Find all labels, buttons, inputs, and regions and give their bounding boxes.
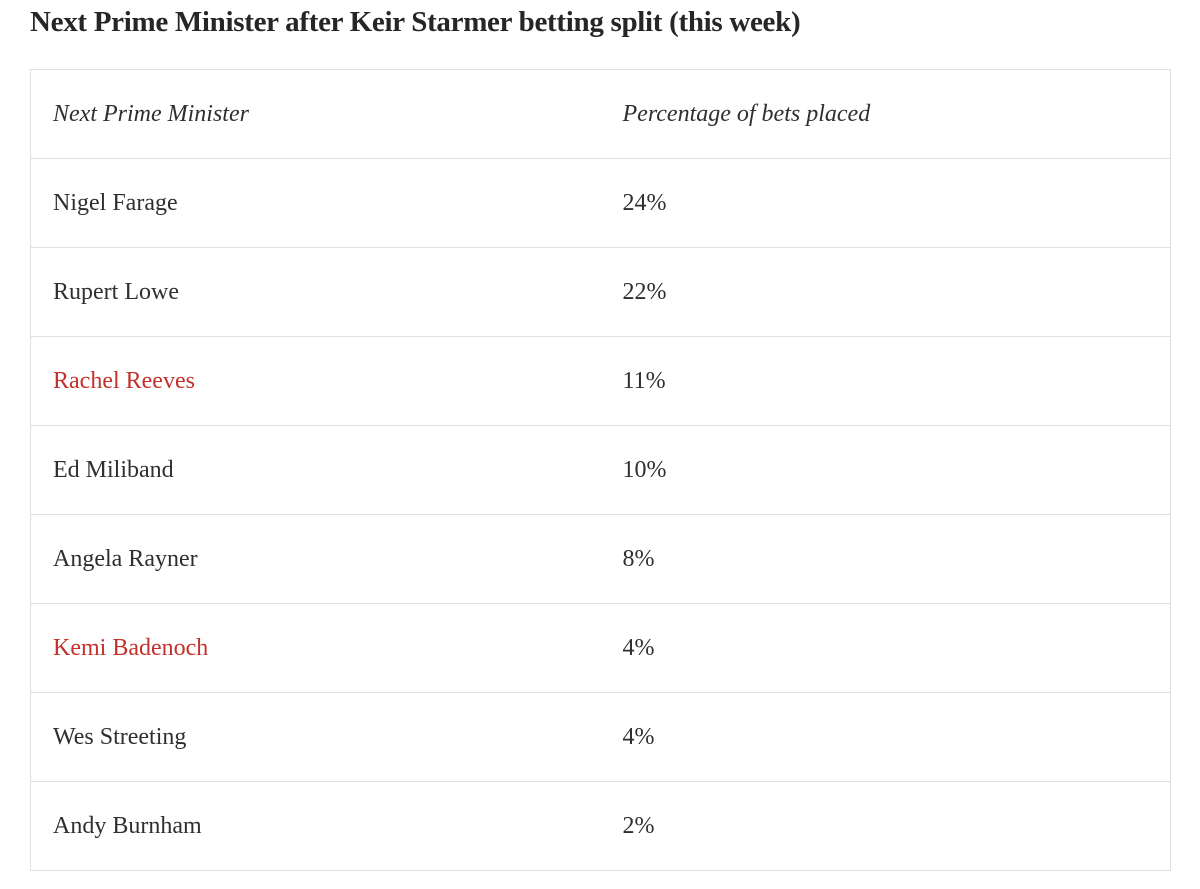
candidate-name-cell: Nigel Farage <box>30 158 601 249</box>
candidate-name-cell: Rupert Lowe <box>30 247 601 338</box>
candidate-name-cell: Wes Streeting <box>30 692 601 783</box>
table-row: Ed Miliband 10% <box>30 425 1171 516</box>
article-content: Next Prime Minister after Keir Starmer b… <box>30 6 1171 872</box>
candidate-name: Nigel Farage <box>53 190 178 217</box>
candidate-name-cell: Kemi Badenoch <box>30 603 601 694</box>
percentage-cell: 4% <box>600 603 1171 694</box>
percentage-cell: 24% <box>600 158 1171 249</box>
candidate-name-cell: Angela Rayner <box>30 514 601 605</box>
candidate-name: Wes Streeting <box>53 724 187 751</box>
candidate-name-cell: Rachel Reeves <box>30 336 601 427</box>
column-header-percentage-of-bets: Percentage of bets placed <box>600 69 1171 160</box>
candidate-name: Rupert Lowe <box>53 279 179 306</box>
table-row: Wes Streeting 4% <box>30 692 1171 783</box>
table-row: Andy Burnham 2% <box>30 781 1171 872</box>
percentage-cell: 8% <box>600 514 1171 605</box>
betting-split-table: Next Prime Minister Percentage of bets p… <box>30 69 1171 872</box>
candidate-name-cell: Andy Burnham <box>30 781 601 872</box>
candidate-name: Angela Rayner <box>53 546 198 573</box>
table-row: Kemi Badenoch 4% <box>30 603 1171 694</box>
percentage-cell: 10% <box>600 425 1171 516</box>
table-header-row: Next Prime Minister Percentage of bets p… <box>30 69 1171 160</box>
candidate-name-link[interactable]: Kemi Badenoch <box>53 635 209 662</box>
column-header-next-prime-minister: Next Prime Minister <box>30 69 601 160</box>
percentage-cell: 11% <box>600 336 1171 427</box>
candidate-name: Andy Burnham <box>53 813 202 840</box>
candidate-name-cell: Ed Miliband <box>30 425 601 516</box>
candidate-name-link[interactable]: Rachel Reeves <box>53 368 195 395</box>
table-row: Rupert Lowe 22% <box>30 247 1171 338</box>
percentage-cell: 22% <box>600 247 1171 338</box>
percentage-cell: 2% <box>600 781 1171 872</box>
table-row: Angela Rayner 8% <box>30 514 1171 605</box>
table-row: Nigel Farage 24% <box>30 158 1171 249</box>
percentage-cell: 4% <box>600 692 1171 783</box>
page-title: Next Prime Minister after Keir Starmer b… <box>30 6 801 38</box>
table-row: Rachel Reeves 11% <box>30 336 1171 427</box>
candidate-name: Ed Miliband <box>53 457 174 484</box>
